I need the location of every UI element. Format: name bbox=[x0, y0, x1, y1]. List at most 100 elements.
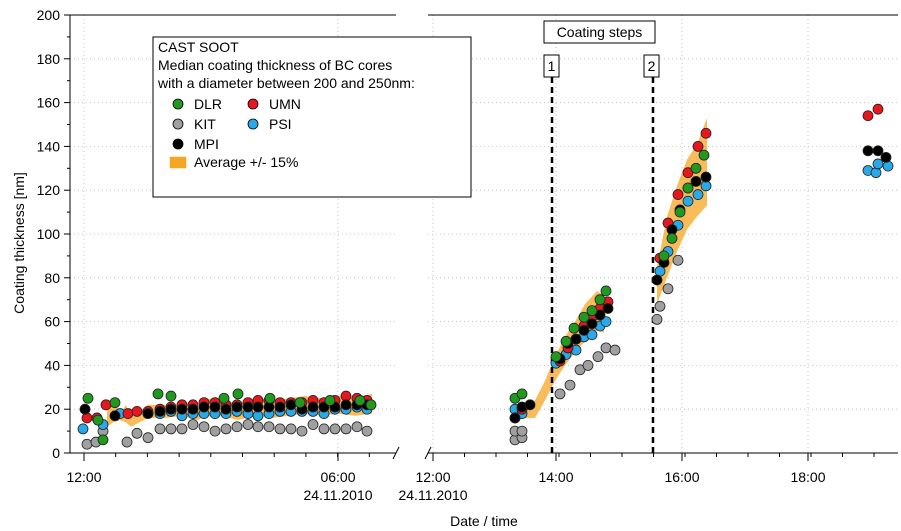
data-point-kit bbox=[131, 427, 143, 439]
legend-title-line-1: CAST SOOT bbox=[158, 39, 239, 55]
coating-steps-box bbox=[543, 20, 656, 44]
data-point-dlr bbox=[97, 434, 109, 446]
step-1-label: 1 bbox=[548, 58, 556, 74]
data-point-kit bbox=[654, 300, 666, 312]
y-tick-label: 140 bbox=[37, 138, 61, 154]
legend-label-mpi: MPI bbox=[194, 136, 219, 152]
data-point-dlr bbox=[218, 392, 230, 404]
y-tick-label: 160 bbox=[37, 95, 61, 111]
data-point-psi bbox=[872, 158, 884, 170]
legend-label-average: Average +/- 15% bbox=[194, 154, 298, 170]
step-1-box bbox=[543, 54, 560, 78]
y-tick-label: 120 bbox=[37, 182, 61, 198]
data-point-kit bbox=[176, 423, 188, 435]
data-point-psi bbox=[870, 167, 882, 179]
x-tick-label: 18:00 bbox=[790, 469, 825, 485]
data-point-mpi bbox=[340, 399, 352, 411]
data-point-dlr bbox=[152, 388, 164, 400]
legend-marker-mpi bbox=[172, 138, 184, 150]
y-axis-label: Coating thickness [nm] bbox=[11, 172, 27, 314]
data-point-dlr bbox=[600, 285, 612, 297]
data-point-kit bbox=[554, 388, 566, 400]
x-axis-label: Date / time bbox=[450, 513, 518, 529]
data-point-umn bbox=[700, 127, 712, 139]
data-point-mpi bbox=[880, 151, 892, 163]
data-point-kit bbox=[609, 344, 621, 356]
data-point-dlr bbox=[109, 397, 121, 409]
legend-marker-umn bbox=[247, 98, 259, 110]
x-tick-label: 06:00 bbox=[320, 469, 355, 485]
data-point-kit bbox=[564, 379, 576, 391]
legend-title-line-3: with a diameter between 200 and 250nm: bbox=[157, 75, 415, 91]
data-point-mpi bbox=[165, 403, 177, 415]
data-point-kit bbox=[651, 314, 663, 325]
data-point-mpi bbox=[79, 403, 91, 415]
y-tick-label: 180 bbox=[37, 51, 61, 67]
data-point-kit bbox=[142, 432, 154, 444]
data-point-kit bbox=[198, 421, 210, 433]
data-point-kit bbox=[231, 421, 243, 433]
data-point-dlr bbox=[264, 392, 276, 404]
data-point-kit bbox=[209, 425, 221, 437]
data-point-mpi bbox=[231, 401, 243, 413]
y-tick-label: 200 bbox=[37, 7, 61, 23]
data-point-mpi bbox=[274, 401, 286, 413]
data-point-mpi bbox=[109, 410, 121, 422]
legend-label-psi: PSI bbox=[269, 116, 292, 132]
x-tick-label: 12:00 bbox=[66, 469, 101, 485]
axis-break-mark bbox=[392, 446, 400, 460]
data-point-dlr bbox=[516, 388, 528, 400]
data-point-kit bbox=[296, 425, 308, 437]
data-point-dlr bbox=[658, 250, 670, 262]
data-point-kit bbox=[307, 419, 319, 430]
data-point-dlr bbox=[324, 395, 336, 406]
data-point-dlr bbox=[560, 335, 572, 347]
data-point-kit bbox=[662, 283, 674, 295]
data-point-kit bbox=[81, 438, 93, 450]
data-point-kit bbox=[516, 425, 528, 437]
data-point-kit bbox=[285, 423, 297, 435]
data-point-kit bbox=[592, 351, 604, 363]
data-point-mpi bbox=[602, 303, 614, 314]
data-point-mpi bbox=[651, 274, 663, 286]
data-point-mpi bbox=[862, 145, 874, 157]
data-point-dlr bbox=[682, 182, 694, 194]
data-point-dlr bbox=[690, 162, 702, 174]
data-point-kit bbox=[600, 342, 612, 354]
legend-title-line-2: Median coating thickness of BC cores bbox=[158, 57, 392, 73]
data-point-dlr bbox=[594, 294, 606, 306]
legend-label-dlr: DLR bbox=[194, 96, 222, 112]
data-point-psi bbox=[682, 195, 694, 207]
data-point-kit bbox=[263, 421, 275, 433]
data-point-mpi bbox=[524, 399, 536, 411]
data-point-mpi bbox=[209, 401, 221, 413]
data-point-kit bbox=[582, 359, 594, 371]
data-point-mpi bbox=[307, 401, 319, 413]
data-point-dlr bbox=[578, 311, 590, 323]
data-point-dlr bbox=[568, 322, 580, 334]
data-point-kit bbox=[121, 436, 133, 448]
data-point-kit bbox=[154, 423, 166, 435]
data-point-dlr bbox=[82, 392, 94, 404]
data-point-kit bbox=[351, 421, 363, 433]
data-point-kit bbox=[220, 423, 232, 435]
y-tick-label: 60 bbox=[44, 314, 60, 330]
data-point-dlr bbox=[354, 395, 366, 406]
coating-steps-annotation: Coating steps 1 2 bbox=[543, 20, 660, 78]
y-tick-label: 20 bbox=[44, 401, 60, 417]
x-tick-label: 16:00 bbox=[664, 469, 699, 485]
data-point-dlr bbox=[294, 397, 306, 409]
data-point-mpi bbox=[586, 318, 598, 330]
data-point-mpi bbox=[872, 145, 884, 157]
data-point-kit bbox=[340, 423, 352, 435]
data-point-mpi bbox=[570, 333, 582, 345]
data-point-psi bbox=[882, 160, 894, 172]
data-point-kit bbox=[187, 419, 199, 430]
data-point-umn bbox=[81, 412, 93, 424]
data-point-dlr bbox=[674, 206, 686, 218]
data-point-mpi bbox=[690, 176, 702, 187]
data-point-umn bbox=[862, 110, 874, 122]
data-point-dlr bbox=[165, 390, 177, 402]
data-point-kit bbox=[672, 254, 684, 266]
legend-label-kit: KIT bbox=[194, 116, 216, 132]
